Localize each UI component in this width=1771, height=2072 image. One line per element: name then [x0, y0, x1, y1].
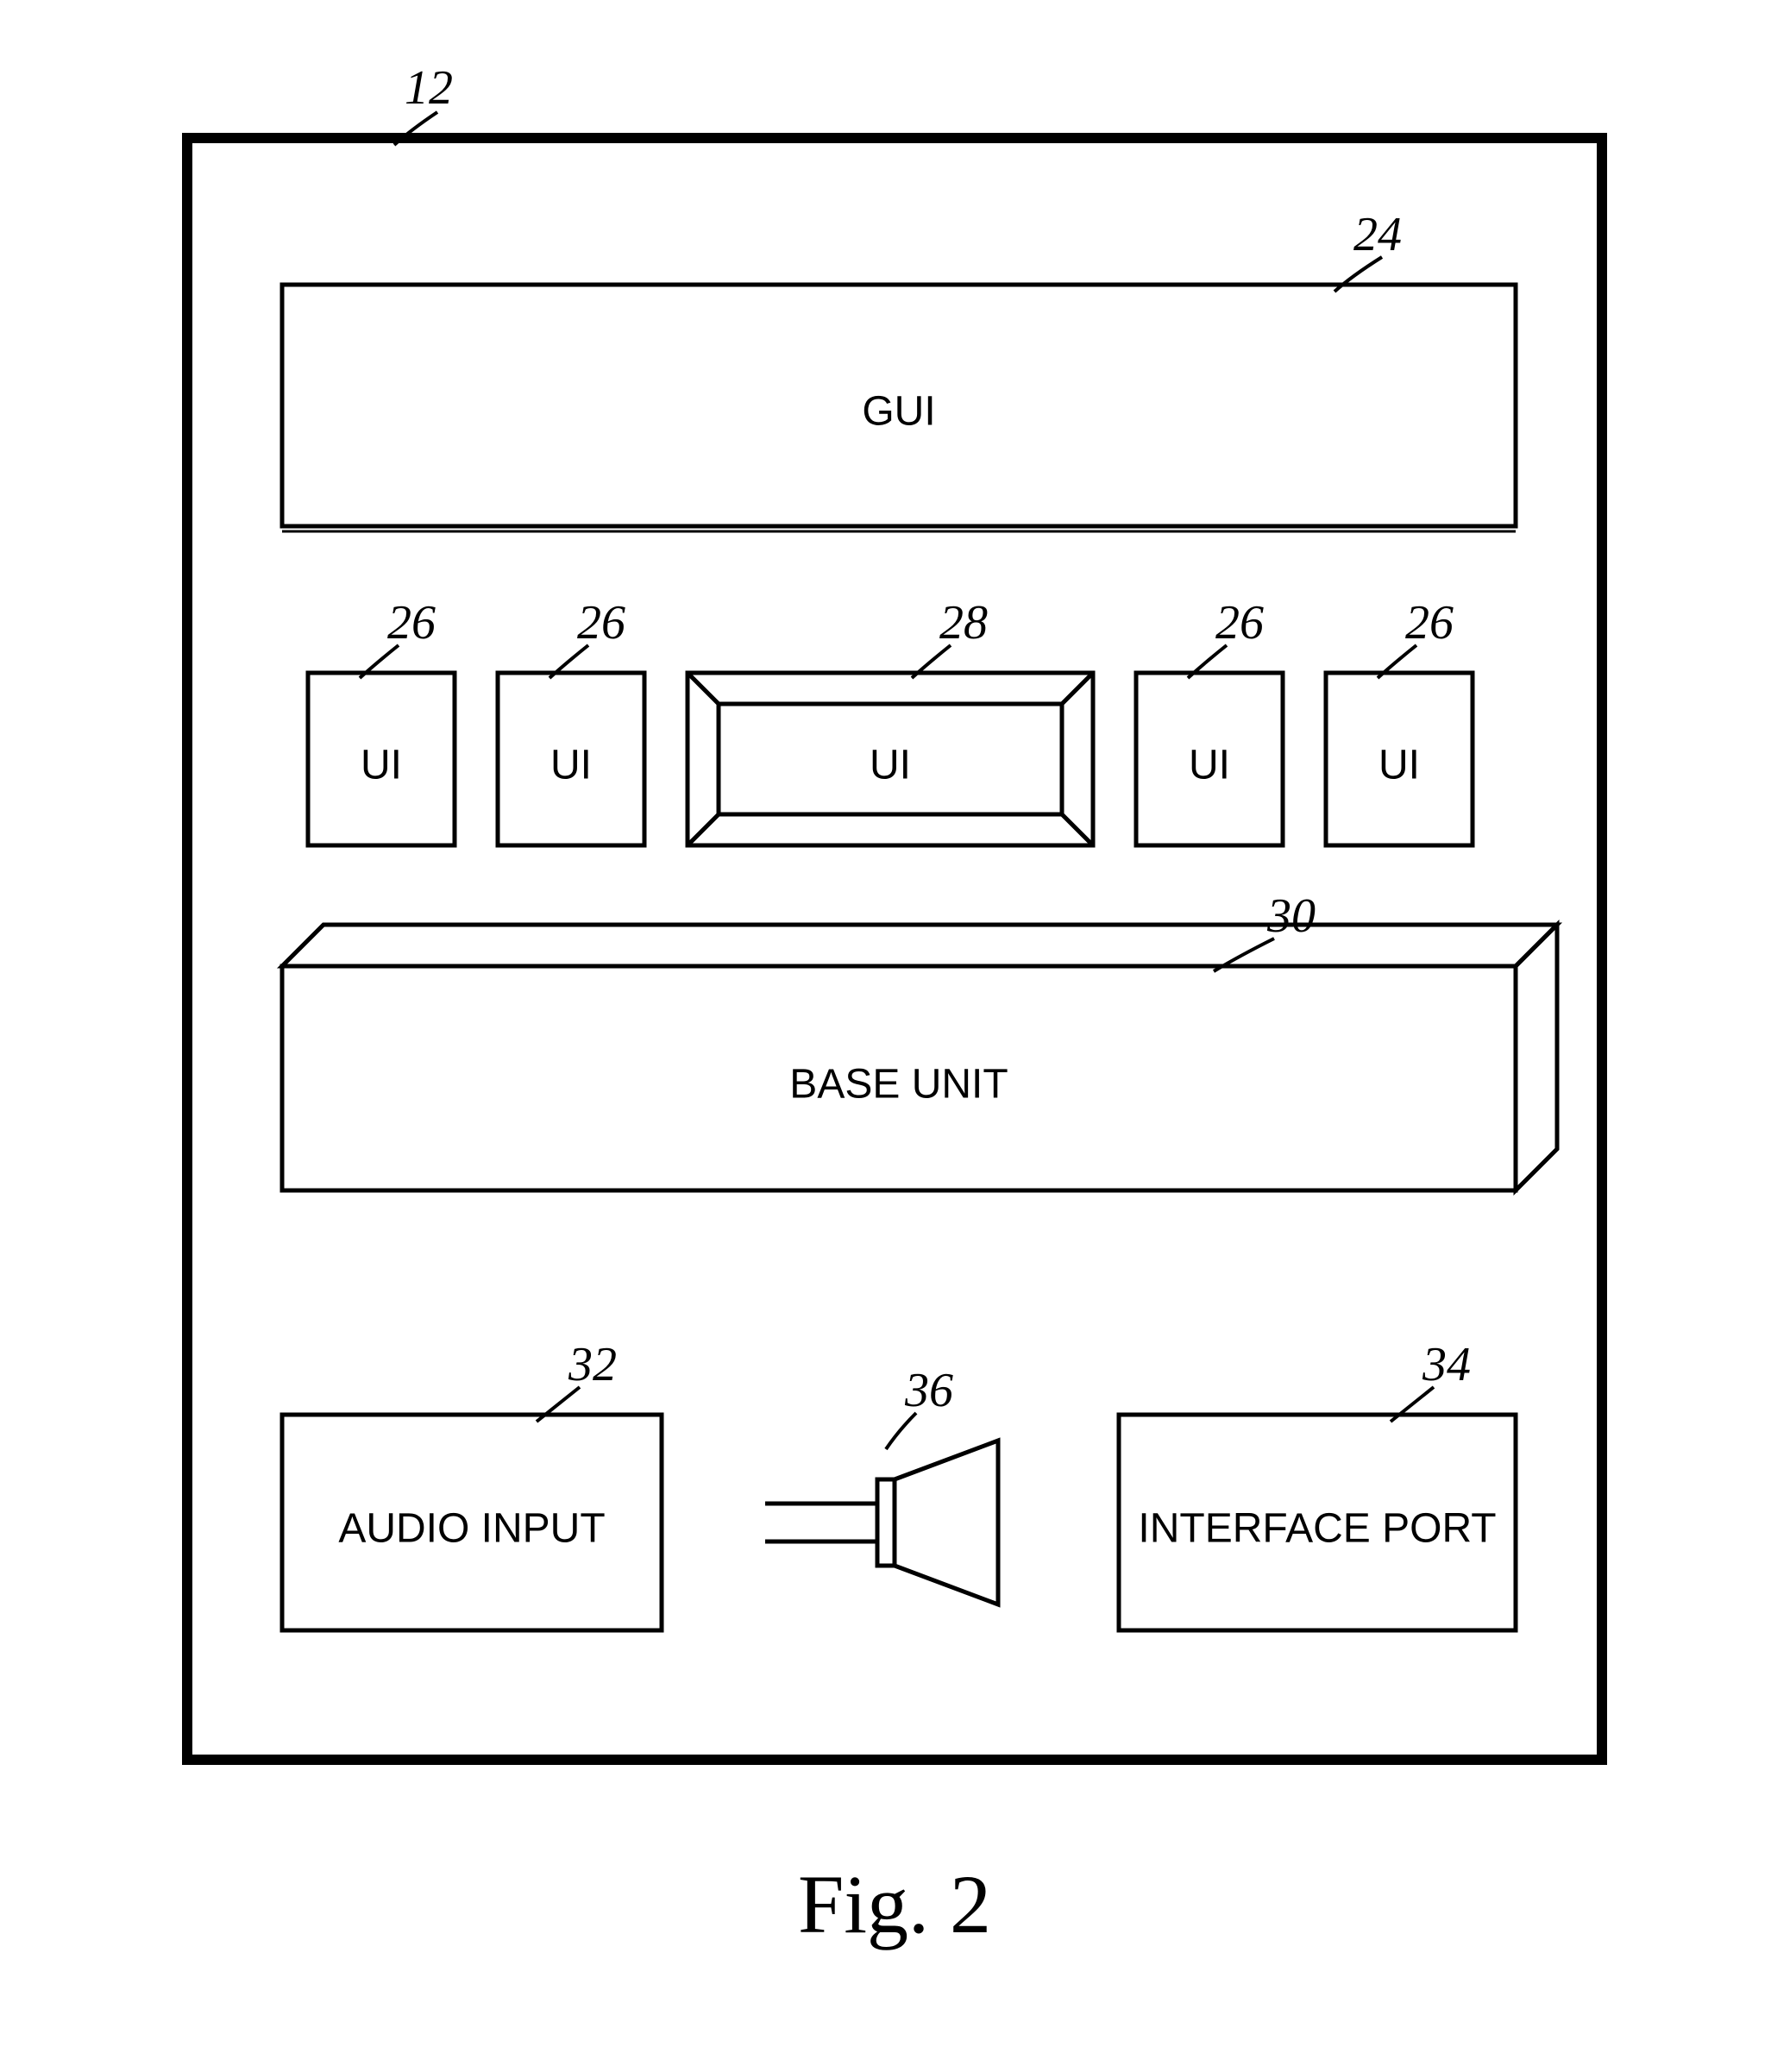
- diagram-container: 12 GUI 24 UI 26 UI 26 UI 28 UI 26 UI 26 BASE UNIT 30 AU…: [66, 35, 1705, 2019]
- ref-36: 36: [904, 1364, 953, 1417]
- ui-label-0: UI: [361, 743, 402, 788]
- ref-ui-1: 26: [577, 596, 625, 650]
- base-unit-label: BASE UNIT: [789, 1062, 1008, 1108]
- ui-label-1: UI: [550, 743, 592, 788]
- ref-32: 32: [568, 1338, 617, 1391]
- leader-line: [886, 1413, 916, 1449]
- ref-ui-4: 26: [1405, 596, 1454, 650]
- ref-ui-3: 26: [1215, 596, 1264, 650]
- audio-input-label: AUDIO INPUT: [338, 1506, 605, 1552]
- ui-label-3: UI: [1189, 743, 1230, 788]
- base-unit-top: [282, 925, 1557, 966]
- ref-34: 34: [1422, 1338, 1471, 1391]
- ui-label-2: UI: [870, 743, 911, 788]
- interface-port-label: INTERFACE PORT: [1138, 1506, 1496, 1552]
- ref-12: 12: [405, 61, 453, 115]
- speaker-driver: [877, 1479, 895, 1566]
- base-unit-side: [1516, 925, 1557, 1190]
- bevel-diag: [688, 814, 719, 845]
- diagram-svg: 12 GUI 24 UI 26 UI 26 UI 28 UI 26 UI 26 BASE UNIT 30 AU…: [66, 35, 1705, 2019]
- ref-ui-2: 28: [939, 596, 988, 650]
- bevel-diag: [1062, 814, 1093, 845]
- ref-30: 30: [1266, 889, 1316, 943]
- gui-label: GUI: [862, 389, 935, 435]
- bevel-diag: [1062, 673, 1093, 704]
- ui-label-4: UI: [1378, 743, 1420, 788]
- figure-caption: Fig. 2: [797, 1858, 990, 1950]
- ref-ui-0: 26: [387, 596, 436, 650]
- speaker-cone: [895, 1441, 998, 1604]
- bevel-diag: [688, 673, 719, 704]
- ref-24: 24: [1353, 208, 1402, 261]
